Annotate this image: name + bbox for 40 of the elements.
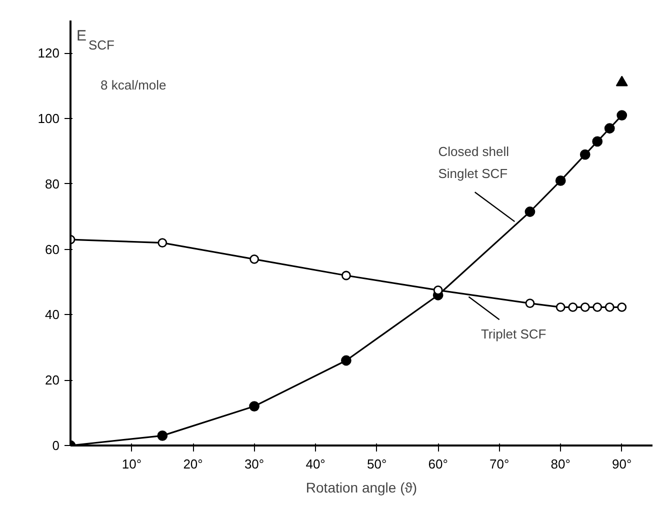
x-tick-label: 60° — [428, 456, 448, 472]
point — [592, 136, 603, 147]
x-tick-label: 30° — [244, 456, 264, 472]
annotation: 8 kcal/mole — [100, 78, 166, 92]
point — [433, 286, 443, 295]
y-tick-label: 0 — [52, 438, 60, 453]
point — [555, 176, 566, 186]
point — [158, 238, 168, 248]
text: Closed shell Singlet SCF — [438, 144, 510, 182]
x-tick-label: 70° — [490, 456, 510, 472]
point — [556, 302, 566, 312]
point — [580, 149, 590, 160]
point — [617, 302, 627, 312]
point — [250, 254, 259, 264]
x-tick-label: 40° — [306, 456, 326, 472]
point — [157, 430, 168, 441]
x-tick-label: 50° — [366, 456, 387, 472]
point — [568, 302, 578, 312]
y-tick-label: 60 — [45, 242, 60, 257]
point — [249, 401, 260, 412]
y-tick-label: 40 — [45, 307, 60, 322]
point — [616, 110, 628, 120]
x-tick-label: 20° — [183, 456, 203, 472]
legend-label: Triplet SCF — [480, 326, 546, 342]
x-tick-label: 10° — [122, 456, 142, 472]
point — [592, 302, 602, 312]
point — [341, 270, 351, 280]
x-tick-label: 80° — [550, 456, 570, 472]
point — [604, 302, 614, 312]
point — [580, 302, 590, 312]
point — [340, 355, 352, 366]
point — [525, 298, 535, 308]
y-tick-label: 120 — [38, 46, 60, 61]
y-tick-label: 100 — [38, 111, 60, 126]
y-tick-label: 20 — [45, 372, 60, 388]
point — [524, 206, 536, 217]
x-axis-title: Rotation angle (ϑ) — [306, 480, 418, 496]
point — [604, 123, 615, 134]
y-tick-label: 80 — [45, 176, 60, 192]
x-tick-label: 90° — [612, 456, 632, 472]
